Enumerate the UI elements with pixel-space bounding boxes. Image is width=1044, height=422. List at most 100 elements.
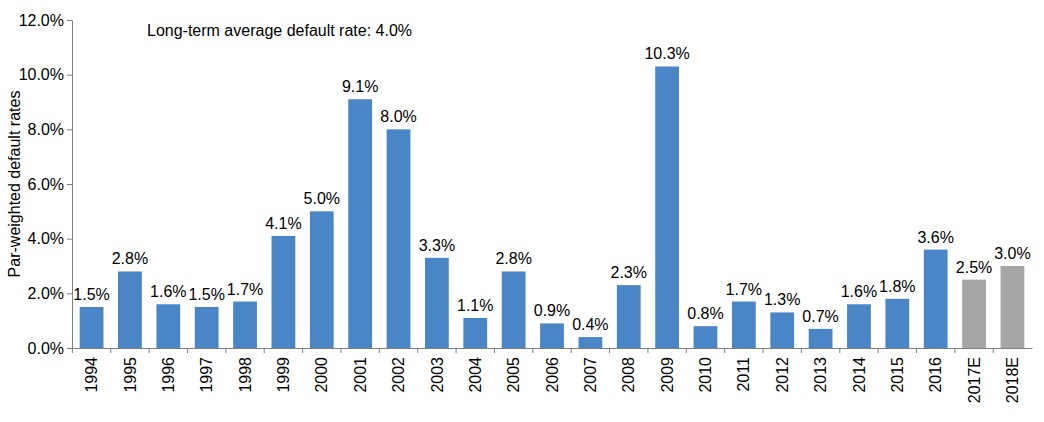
x-tick-label: 2008 — [620, 357, 637, 393]
bar — [272, 236, 296, 348]
data-label: 4.1% — [265, 215, 301, 232]
x-tick: 2016 — [917, 348, 945, 393]
x-tick: 1998 — [226, 348, 254, 393]
chart: 0.0%2.0%4.0%6.0%8.0%10.0%12.0%1994199519… — [0, 0, 1044, 422]
x-tick-mark — [801, 348, 802, 353]
x-tick-mark — [839, 348, 840, 353]
bar — [578, 337, 602, 348]
bar — [617, 285, 641, 348]
x-tick-label: 2007 — [582, 357, 599, 393]
bar — [156, 304, 180, 348]
x-tick-label: 1995 — [122, 357, 139, 393]
data-label: 10.3% — [644, 45, 689, 62]
data-label: 1.5% — [73, 286, 109, 303]
x-tick-mark — [686, 348, 687, 353]
x-tick-label: 2014 — [851, 357, 868, 393]
x-tick: 2014 — [840, 348, 868, 393]
annotation: Long-term average default rate: 4.0% — [147, 22, 412, 39]
data-label: 0.4% — [572, 316, 608, 333]
x-tick: 2013 — [801, 348, 829, 393]
y-tick-mark — [67, 239, 72, 240]
data-label: 2.8% — [112, 250, 148, 267]
x-tick-mark — [302, 348, 303, 353]
x-tick-mark — [456, 348, 457, 353]
x-tick: 2008 — [610, 348, 638, 393]
x-tick: 2012 — [763, 348, 791, 393]
x-tick-mark — [954, 348, 955, 353]
y-tick: 0.0% — [28, 340, 72, 357]
data-label: 1.8% — [879, 278, 915, 295]
x-tick: 2015 — [878, 348, 906, 393]
x-tick-mark — [149, 348, 150, 353]
x-axis-line — [73, 348, 1033, 349]
data-label: 9.1% — [342, 78, 378, 95]
x-tick-mark — [187, 348, 188, 353]
x-tick-mark — [993, 348, 994, 353]
x-tick: 2003 — [418, 348, 446, 393]
y-tick-label: 10.0% — [19, 66, 64, 83]
x-tick-label: 2011 — [735, 357, 752, 392]
y-tick-mark — [67, 75, 72, 76]
y-tick-label: 12.0% — [19, 12, 64, 29]
x-tick-label: 1997 — [198, 357, 215, 393]
bar — [195, 307, 219, 348]
x-tick-mark — [609, 348, 610, 353]
x-tick: 2001 — [341, 348, 369, 393]
x-axis: 1994199519961997199819992000200120022003… — [72, 348, 1032, 403]
x-tick-mark — [571, 348, 572, 353]
bar — [425, 258, 449, 348]
data-label: 1.3% — [764, 291, 800, 308]
x-tick-label: 2001 — [352, 357, 369, 393]
bar — [809, 329, 833, 348]
x-tick: 2007 — [571, 348, 599, 393]
bar — [847, 304, 871, 348]
x-tick-mark — [110, 348, 111, 353]
x-tick-label: 2006 — [544, 357, 561, 393]
x-tick: 2009 — [648, 348, 676, 393]
y-tick-mark — [67, 184, 72, 185]
x-tick: 1999 — [264, 348, 292, 393]
x-tick-label: 2018E — [1004, 357, 1021, 403]
y-tick: 6.0% — [28, 176, 72, 193]
x-tick: 2004 — [456, 348, 484, 393]
y-tick-mark — [67, 293, 72, 294]
data-label: 0.9% — [534, 302, 570, 319]
x-tick-label: 2015 — [889, 357, 906, 393]
data-label: 1.7% — [726, 281, 762, 298]
x-tick-label: 2010 — [697, 357, 714, 393]
x-tick-label: 2004 — [467, 357, 484, 393]
bar — [655, 66, 679, 348]
bar — [118, 271, 142, 348]
bar — [770, 312, 794, 348]
bar — [885, 299, 909, 348]
bar — [732, 302, 756, 348]
x-tick: 1995 — [111, 348, 139, 393]
y-tick: 12.0% — [19, 12, 72, 29]
y-axis-title: Par-weighted default rates — [6, 91, 23, 278]
x-tick-mark — [724, 348, 725, 353]
x-tick-mark — [647, 348, 648, 353]
data-label: 0.8% — [687, 305, 723, 322]
y-tick-label: 6.0% — [28, 176, 64, 193]
y-tick: 2.0% — [28, 285, 72, 302]
data-label: 3.3% — [419, 237, 455, 254]
x-tick-mark — [225, 348, 226, 353]
y-tick-mark — [67, 348, 72, 349]
y-axis: 0.0%2.0%4.0%6.0%8.0%10.0%12.0% — [19, 12, 73, 357]
data-label: 1.7% — [227, 281, 263, 298]
x-tick-label: 1998 — [237, 357, 254, 393]
data-label: 2.5% — [956, 259, 992, 276]
bar — [1001, 266, 1025, 348]
x-tick-label: 2009 — [659, 357, 676, 393]
x-tick-mark — [72, 348, 73, 353]
data-label: 3.6% — [917, 229, 953, 246]
x-tick-label: 2016 — [927, 357, 944, 393]
x-tick-label: 2013 — [812, 357, 829, 393]
x-tick: 2006 — [533, 348, 561, 393]
data-label: 2.3% — [611, 264, 647, 281]
x-tick-label: 2017E — [966, 357, 983, 403]
x-tick-mark — [340, 348, 341, 353]
bar — [348, 99, 372, 348]
y-tick: 4.0% — [28, 230, 72, 247]
x-tick: 2017E — [955, 348, 983, 403]
